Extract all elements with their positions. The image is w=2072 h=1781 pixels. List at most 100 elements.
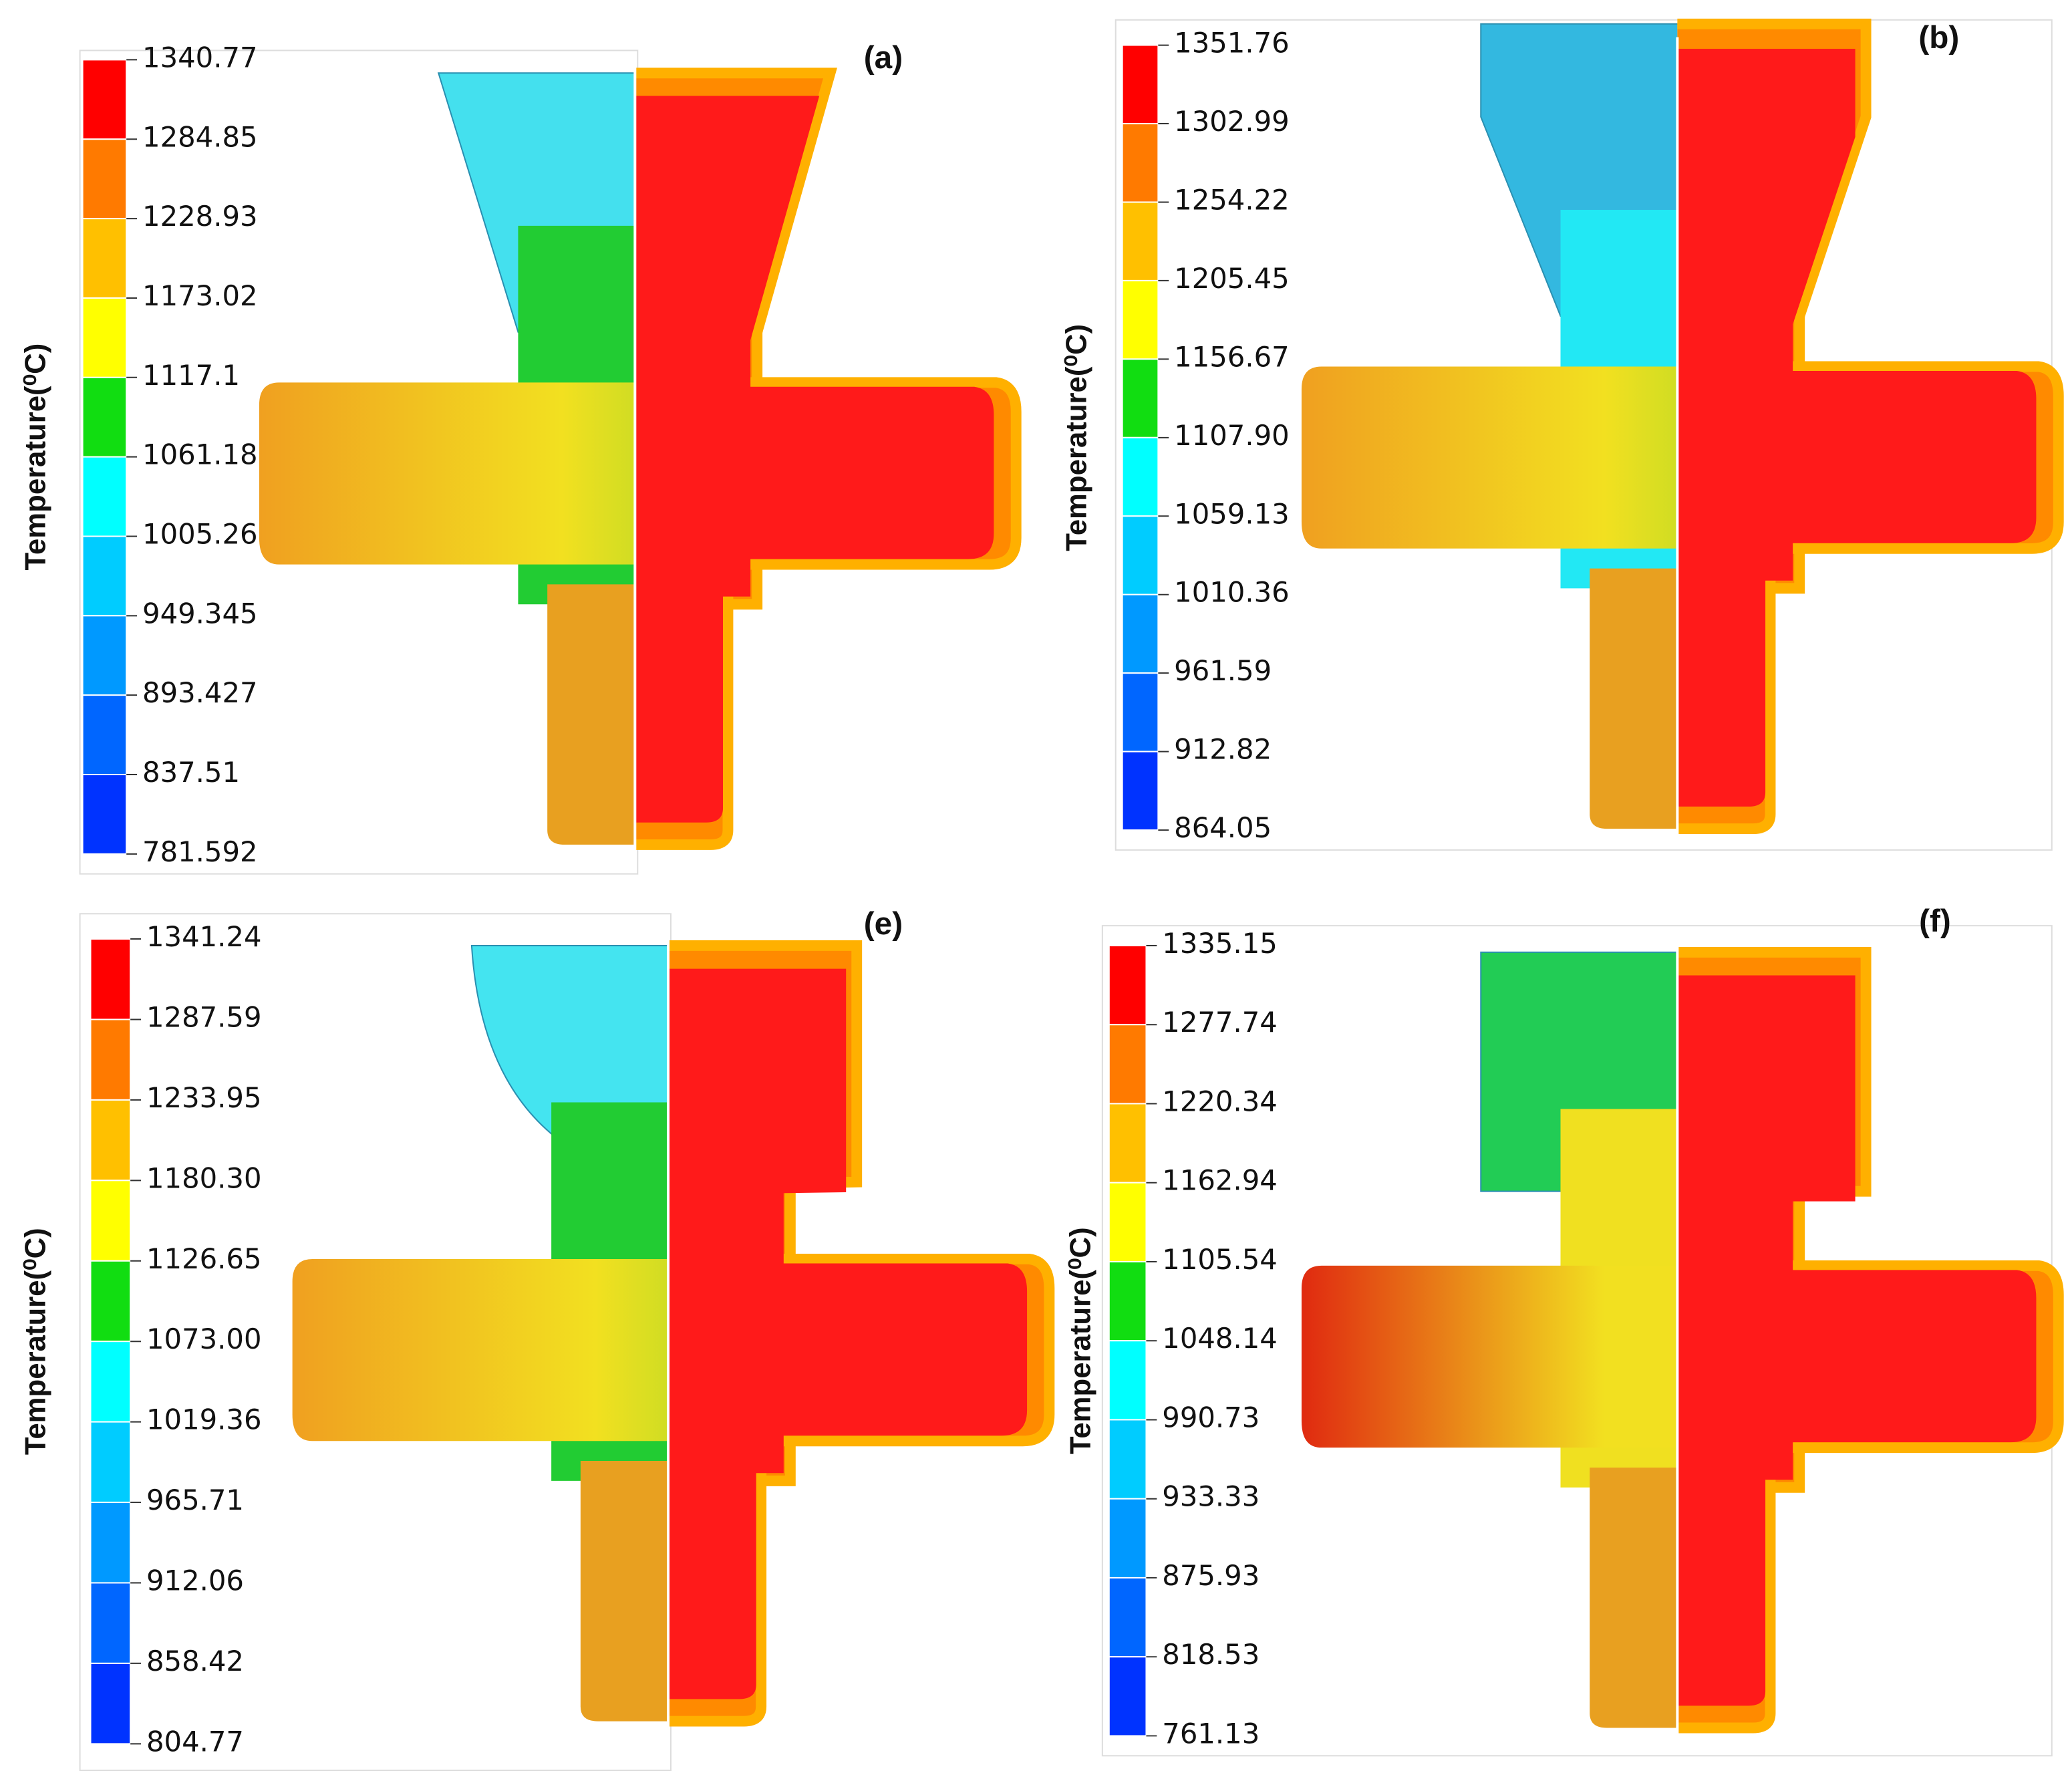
casting-right: [635, 67, 1022, 850]
colorbar-band: [1108, 1103, 1147, 1184]
colorbar-tick-label: 1205.45: [1174, 262, 1290, 295]
colorbar-tick-label: 1073.00: [146, 1323, 262, 1355]
colorbar-band: [1121, 436, 1159, 517]
panel: 1335.15 1277.74 1220.34 1162.94 1105.54 1048.…: [1064, 904, 2064, 1757]
colorbar-tick-label: 875.93: [1162, 1559, 1260, 1592]
colorbar-tick-label: 781.592: [142, 835, 258, 868]
casting-left: [259, 72, 635, 845]
panel-label: (e): [864, 906, 903, 942]
foot: [547, 584, 635, 845]
colorbar-tick-label: 912.82: [1174, 733, 1272, 766]
colorbar-band: [1108, 1656, 1147, 1737]
colorbar-tick-label: 1059.13: [1174, 497, 1290, 530]
colorbar-band: [82, 218, 128, 299]
colorbar-tick-label: 1005.26: [142, 517, 258, 550]
colorbar-band: [1108, 1419, 1147, 1500]
colorbar-tick-label: 1351.76: [1174, 27, 1290, 59]
colorbar-band: [1108, 1577, 1147, 1658]
colorbar-tick-label: 1287.59: [146, 1000, 262, 1033]
colorbar-band: [1108, 1024, 1147, 1105]
colorbar-band: [90, 1018, 132, 1101]
colorbar-tick-label: 1061.18: [142, 438, 258, 471]
colorbar-band: [1108, 944, 1147, 1026]
arm: [259, 382, 635, 565]
panel-label: (b): [1918, 20, 1959, 55]
colorbar-band: [1108, 1498, 1147, 1579]
colorbar-tick-label: 1220.34: [1162, 1085, 1278, 1117]
colorbar-tick-label: 1180.30: [146, 1161, 262, 1194]
colorbar-title: Temperature(⁰C): [19, 344, 52, 571]
colorbar-tick-label: 1340.77: [142, 41, 258, 74]
colorbar-tick-label: 1233.95: [146, 1081, 262, 1114]
colorbar-band: [82, 297, 128, 378]
colorbar-band: [1121, 358, 1159, 438]
casting-core: [1677, 370, 2037, 543]
foot: [1590, 568, 1678, 829]
colorbar-title: Temperature(⁰C): [1064, 1227, 1097, 1454]
colorbar-tick-label: 864.05: [1174, 811, 1272, 844]
colorbar-tick-label: 1156.67: [1174, 340, 1290, 373]
foot: [1590, 1467, 1678, 1728]
arm: [1301, 366, 1678, 549]
colorbar-tick-label: 1284.85: [142, 120, 258, 153]
casting-core: [668, 1453, 756, 1699]
colorbar-band: [1108, 1340, 1147, 1421]
colorbar-tick-label: 912.06: [146, 1564, 244, 1597]
casting-left: [292, 944, 669, 1722]
colorbar-tick-label: 1277.74: [1162, 1006, 1278, 1039]
colorbar-tick-label: 761.13: [1162, 1717, 1260, 1750]
colorbar-band: [90, 1099, 132, 1182]
colorbar-band: [1121, 123, 1159, 203]
colorbar-tick-label: 1162.94: [1162, 1164, 1278, 1197]
colorbar-band: [82, 615, 128, 696]
colorbar-tick-label: 804.77: [146, 1725, 244, 1758]
colorbar-tick-label: 933.33: [1162, 1480, 1260, 1513]
colorbar-band: [82, 138, 128, 220]
colorbar-tick-label: 1126.65: [146, 1242, 262, 1275]
colorbar-tick-label: 1010.36: [1174, 576, 1290, 609]
colorbar-tick-label: 837.51: [142, 756, 240, 789]
casting-right: [1677, 18, 2064, 835]
panel: 1340.77 1284.85 1228.93 1173.02 1117.1 1061.1…: [19, 40, 1022, 875]
colorbar-title: Temperature(⁰C): [1060, 324, 1093, 551]
colorbar-tick-label: 961.59: [1174, 654, 1272, 687]
colorbar-tick-label: 1048.14: [1162, 1322, 1278, 1355]
colorbar-tick-label: 1302.99: [1174, 105, 1290, 138]
colorbar-band: [1121, 515, 1159, 595]
colorbar-band: [1121, 750, 1159, 831]
colorbar-band: [1121, 279, 1159, 360]
colorbar-band: [82, 694, 128, 776]
colorbar-tick-label: 893.427: [142, 676, 258, 709]
colorbar-band: [90, 1662, 132, 1745]
colorbar-tick-label: 949.345: [142, 597, 258, 630]
casting-core: [635, 576, 724, 823]
colorbar-band: [1121, 672, 1159, 752]
colorbar-band: [90, 1421, 132, 1504]
colorbar-band: [82, 456, 128, 537]
casting-left: [1301, 951, 1678, 1728]
colorbar-band: [90, 1341, 132, 1423]
colorbar-tick-label: 858.42: [146, 1645, 244, 1677]
colorbar-tick-label: 1107.90: [1174, 419, 1290, 452]
arm: [1301, 1265, 1678, 1448]
colorbar-tick-label: 1254.22: [1174, 183, 1290, 216]
colorbar-tick-label: 1341.24: [146, 920, 262, 953]
colorbar-tick-label: 1228.93: [142, 200, 258, 233]
colorbar-band: [1121, 44, 1159, 125]
colorbar-tick-label: 1019.36: [146, 1403, 262, 1436]
foot: [580, 1461, 669, 1722]
colorbar-tick-label: 990.73: [1162, 1401, 1260, 1433]
colorbar-tick-label: 965.71: [146, 1484, 244, 1516]
panel-label: (a): [864, 40, 903, 76]
arm: [292, 1258, 669, 1442]
colorbar-band: [82, 774, 128, 855]
colorbar-band: [82, 376, 128, 458]
colorbar-tick-label: 818.53: [1162, 1638, 1260, 1671]
casting-right: [668, 940, 1055, 1727]
panel-label: (f): [1919, 904, 1951, 939]
casting-core: [1677, 1460, 1766, 1706]
colorbar-band: [90, 1180, 132, 1262]
colorbar-band: [82, 59, 128, 140]
